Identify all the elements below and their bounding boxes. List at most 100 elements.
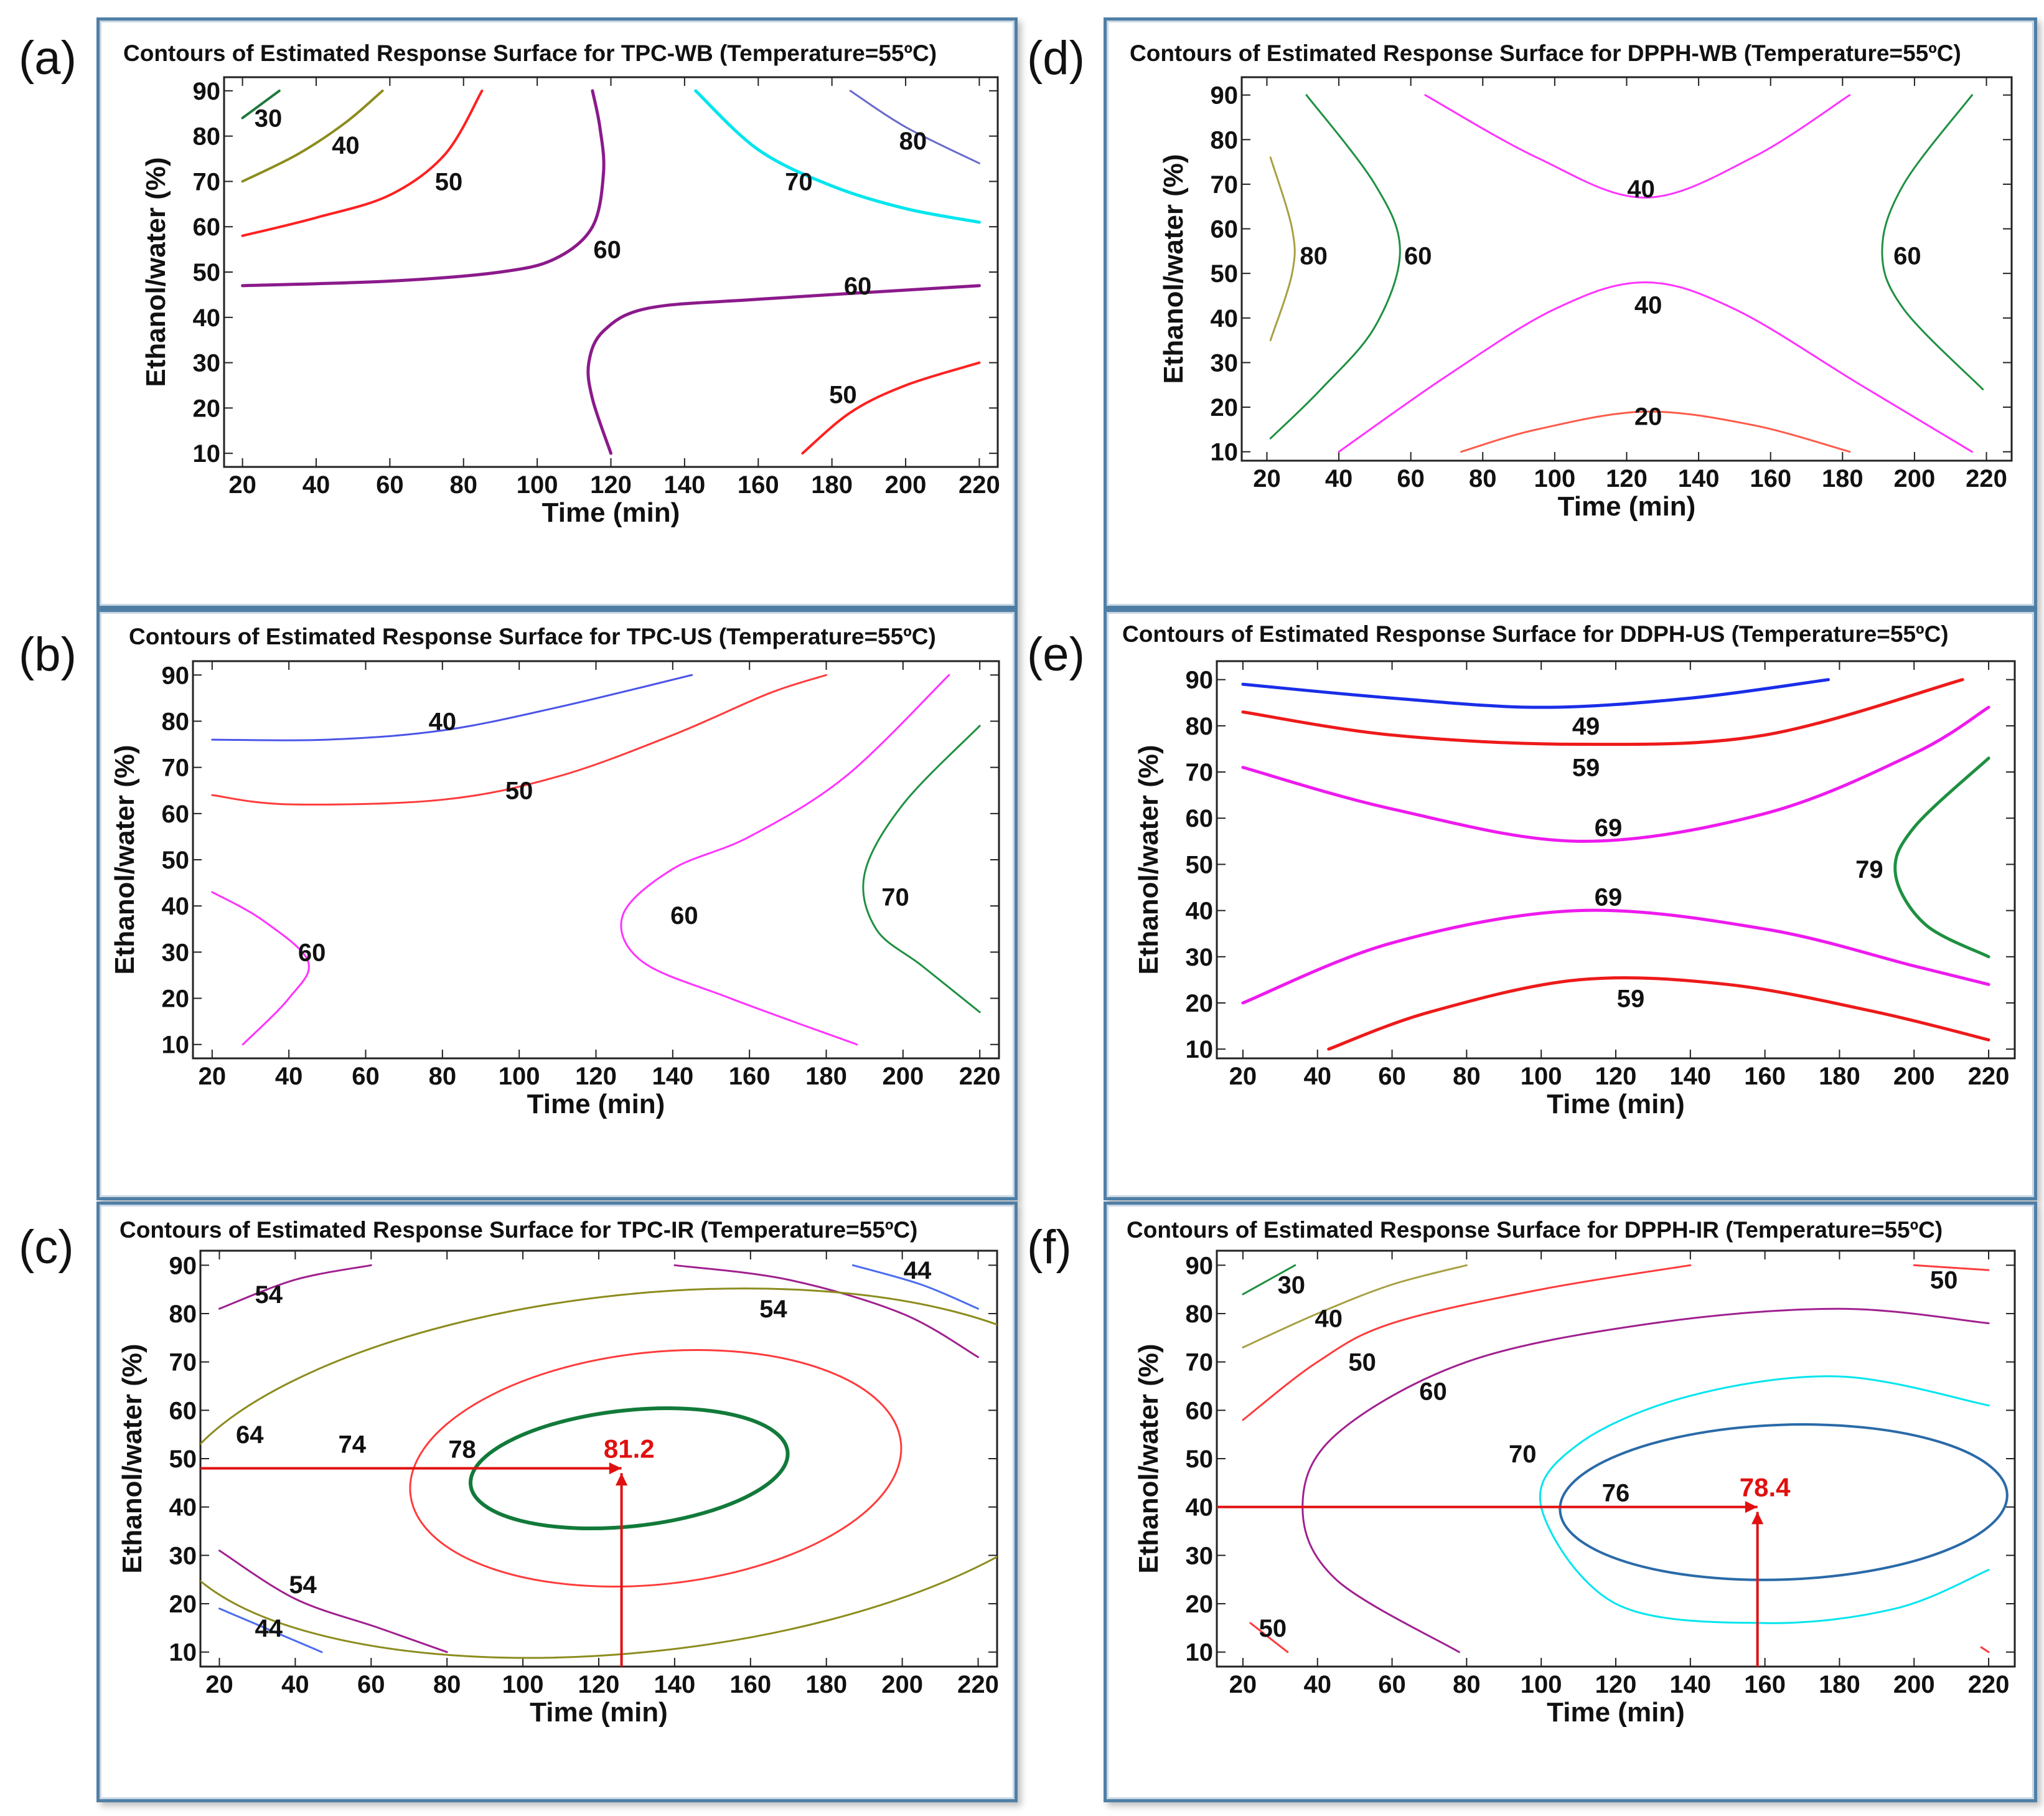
x-tick-label: 40 xyxy=(281,1671,309,1698)
y-tick-label: 30 xyxy=(169,1542,197,1569)
optimum-arrow-head xyxy=(616,1473,628,1486)
contour-label: 60 xyxy=(1404,243,1432,270)
contour-line-40 xyxy=(241,89,384,183)
contour-line-50 xyxy=(801,361,981,455)
y-tick-label: 10 xyxy=(1211,439,1239,466)
y-tick-label: 20 xyxy=(1211,394,1239,421)
contour-label: 60 xyxy=(1419,1378,1447,1405)
x-axis-label: Time (min) xyxy=(530,1697,668,1728)
plot-area-border xyxy=(199,1249,998,1668)
y-tick-label: 40 xyxy=(193,304,221,332)
x-tick-label: 80 xyxy=(1453,1063,1481,1090)
y-tick-label: 40 xyxy=(1186,898,1214,925)
contour-label: 20 xyxy=(1634,403,1662,430)
x-tick-label: 80 xyxy=(449,471,477,499)
contour-line-50 xyxy=(211,674,827,806)
y-tick-label: 40 xyxy=(169,1494,197,1522)
contour-line-60 xyxy=(1269,94,1401,440)
x-tick-label: 160 xyxy=(1744,1063,1786,1090)
contour-line-60 xyxy=(586,284,981,455)
y-tick-label: 50 xyxy=(169,1446,197,1473)
x-axis-label: Time (min) xyxy=(542,497,680,528)
y-tick-label: 30 xyxy=(1211,349,1239,377)
contour-label: 50 xyxy=(1930,1267,1958,1294)
y-tick-label: 30 xyxy=(193,350,221,377)
y-tick-label: 50 xyxy=(193,259,221,286)
contour-label: 80 xyxy=(1300,243,1328,270)
x-tick-label: 100 xyxy=(1521,1671,1562,1698)
contour-label: 70 xyxy=(1509,1441,1537,1468)
x-tick-label: 20 xyxy=(199,1063,227,1090)
x-tick-label: 140 xyxy=(1678,465,1720,492)
contour-plot-b: 20 40 60 80 100 120 140 160 180 200 220 10 20 30 40 50 6… xyxy=(110,660,1001,1119)
x-tick-label: 100 xyxy=(502,1671,544,1698)
x-tick-label: 220 xyxy=(959,471,1000,499)
contour-plot-d: 20 40 60 80 100 120 140 160 180 200 220 10 20 30 40 50 6… xyxy=(1158,76,2013,522)
y-axis-label: Ethanol/water (%) xyxy=(141,157,171,387)
contour-line-60 xyxy=(211,891,310,1046)
x-tick-label: 40 xyxy=(275,1063,303,1090)
contour-label: 50 xyxy=(1348,1349,1376,1376)
contour-group xyxy=(1242,1264,2009,1654)
contour-label: 40 xyxy=(1315,1306,1343,1333)
y-tick-label: 50 xyxy=(1186,851,1214,878)
y-tick-label: 10 xyxy=(162,1032,190,1059)
contour-label: 69 xyxy=(1595,814,1623,842)
x-tick-label: 20 xyxy=(1229,1671,1257,1698)
y-tick-label: 70 xyxy=(169,1349,197,1376)
y-axis-label: Ethanol/water (%) xyxy=(1158,154,1189,383)
y-tick-label: 60 xyxy=(193,214,221,241)
x-tick-label: 220 xyxy=(1966,465,2007,492)
contour-line-80 xyxy=(1269,156,1296,342)
panel-label-d: (d) xyxy=(1027,32,1085,85)
contour-line-44 xyxy=(218,1607,323,1654)
contour-group xyxy=(1269,94,1984,453)
x-tick-label: 100 xyxy=(1521,1063,1562,1090)
x-tick-label: 80 xyxy=(1453,1671,1481,1698)
contour-label: 50 xyxy=(505,778,533,805)
y-tick-label: 20 xyxy=(162,986,190,1013)
contour-group xyxy=(241,89,981,455)
plot-area-border xyxy=(192,660,1000,1060)
x-tick-label: 120 xyxy=(1595,1671,1637,1698)
chart-title-f: Contours of Estimated Response Surface f… xyxy=(1127,1217,1943,1243)
contour-line-79 xyxy=(1893,756,1990,959)
x-tick-label: 80 xyxy=(429,1063,457,1090)
optimum-arrow-head xyxy=(1745,1501,1758,1513)
y-tick-label: 30 xyxy=(162,939,190,966)
contour-line-60 xyxy=(241,89,606,288)
x-tick-label: 120 xyxy=(1606,465,1648,492)
x-tick-label: 120 xyxy=(590,471,632,499)
x-tick-label: 140 xyxy=(664,471,706,499)
panel-label-b: (b) xyxy=(19,628,77,681)
contour-label: 59 xyxy=(1617,986,1645,1013)
x-tick-label: 120 xyxy=(1595,1063,1637,1090)
y-tick-label: 70 xyxy=(193,168,221,195)
x-tick-label: 140 xyxy=(1669,1063,1711,1090)
x-tick-label: 220 xyxy=(957,1671,999,1698)
panel-label-a: (a) xyxy=(19,32,77,85)
y-tick-label: 80 xyxy=(1211,126,1239,154)
x-tick-label: 60 xyxy=(357,1671,385,1698)
y-tick-label: 10 xyxy=(1186,1639,1214,1667)
x-tick-label: 180 xyxy=(1819,1063,1860,1090)
y-tick-label: 70 xyxy=(1211,171,1239,199)
contour-plot-c: 20 40 60 80 100 120 140 160 180 200 220 10 20 30 40 50 6… xyxy=(117,1249,999,1728)
contour-label: 60 xyxy=(670,902,698,929)
y-tick-label: 60 xyxy=(1186,1397,1214,1424)
y-tick-label: 70 xyxy=(1186,1349,1214,1376)
y-tick-label: 90 xyxy=(162,662,190,689)
y-tick-label: 10 xyxy=(169,1639,197,1667)
contour-line-69 xyxy=(1241,908,1990,1005)
y-tick-label: 20 xyxy=(1186,1591,1214,1618)
contour-ellipse-76 xyxy=(1559,1423,2009,1581)
x-tick-label: 40 xyxy=(1325,465,1353,492)
contour-label: 80 xyxy=(899,128,927,155)
x-tick-label: 200 xyxy=(885,471,927,499)
x-tick-label: 80 xyxy=(433,1671,461,1698)
contour-group xyxy=(1241,678,1990,1051)
x-tick-label: 160 xyxy=(738,471,779,499)
x-tick-label: 60 xyxy=(376,471,404,499)
optimum-value-label: 78.4 xyxy=(1740,1473,1791,1502)
y-tick-label: 10 xyxy=(1186,1036,1214,1063)
